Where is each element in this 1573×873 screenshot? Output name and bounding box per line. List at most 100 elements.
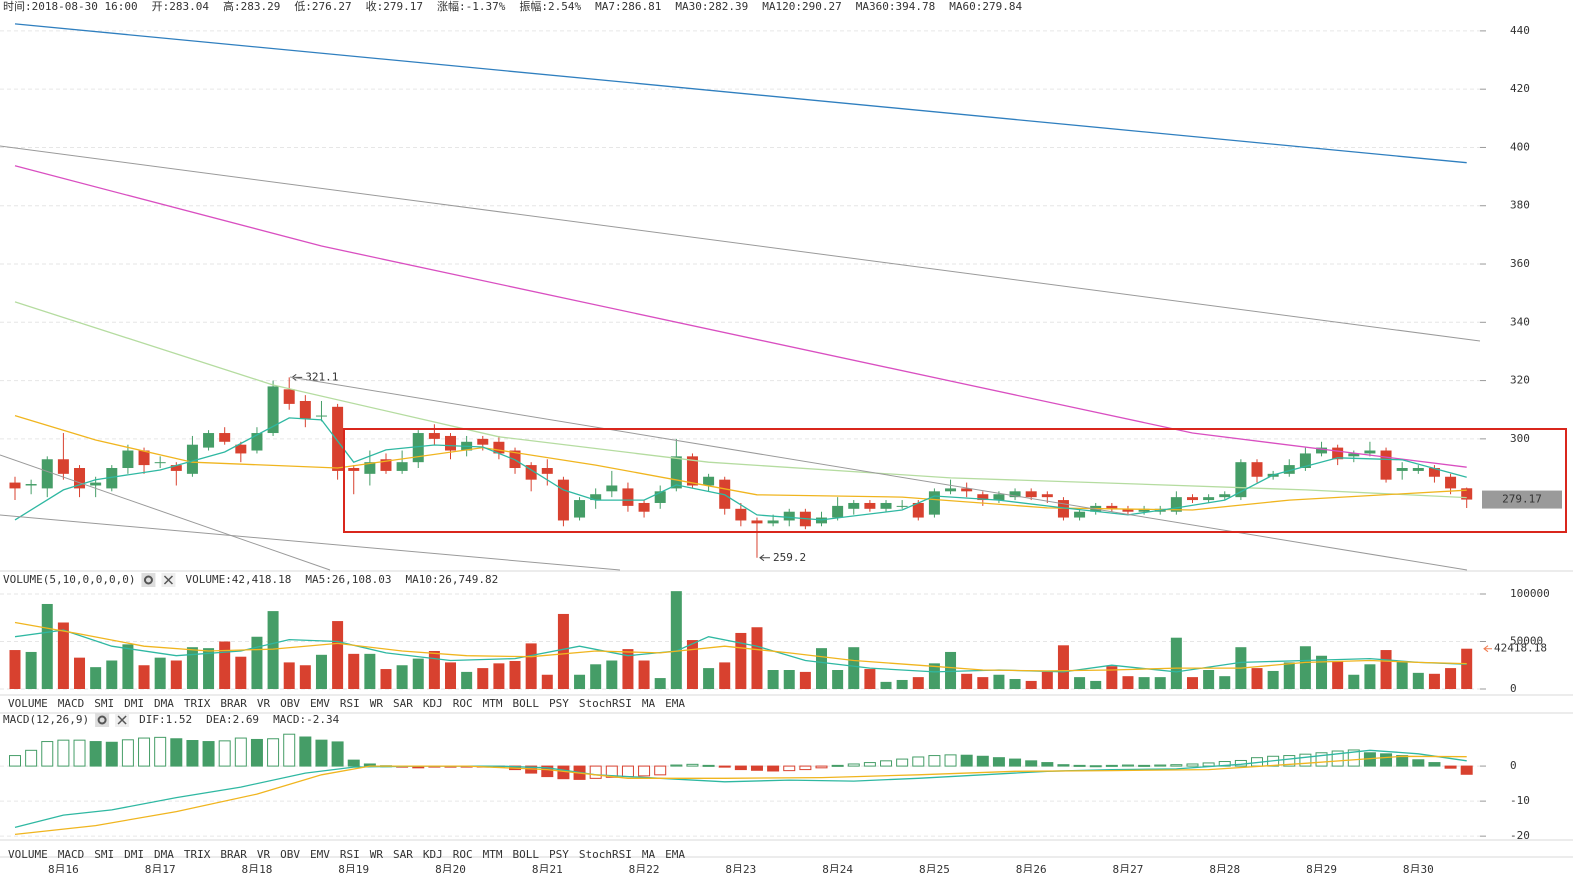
indicator-tab[interactable]: EMA xyxy=(665,848,685,861)
indicator-tab[interactable]: VR xyxy=(257,697,271,710)
indicator-tab[interactable]: VR xyxy=(257,848,271,861)
candle-body xyxy=(1025,491,1037,498)
volume-bar xyxy=(961,673,973,689)
x-tick-label: 8月28 xyxy=(1209,863,1240,873)
volume-bar xyxy=(735,632,747,689)
y-tick-label: 420 xyxy=(1510,82,1530,95)
macd-bar xyxy=(605,765,618,778)
info-value: -1.37% xyxy=(466,0,506,13)
close-icon-x xyxy=(163,575,173,585)
macd-bar xyxy=(589,765,602,779)
macd-bar xyxy=(750,765,763,771)
indicator-tab[interactable]: EMA xyxy=(665,697,685,710)
last-price-box xyxy=(1482,490,1562,509)
volume-bar xyxy=(977,677,989,689)
indicator-tab[interactable]: RSI xyxy=(340,697,360,710)
indicator-tab[interactable]: TRIX xyxy=(184,697,211,710)
indicator-line xyxy=(14,417,1467,521)
indicator-tab[interactable]: PSY xyxy=(549,697,569,710)
candle-body xyxy=(299,400,311,419)
indicator-tab[interactable]: VOLUME xyxy=(8,697,48,710)
candle-body xyxy=(864,502,876,509)
settings-icon[interactable] xyxy=(141,573,156,587)
candle-body xyxy=(1428,468,1440,477)
macd-bar xyxy=(1009,758,1022,767)
indicator-tab[interactable]: MA xyxy=(642,848,656,861)
macd-bar xyxy=(1331,750,1344,767)
x-tick-label: 8月22 xyxy=(629,863,660,873)
volume-bar xyxy=(106,660,118,689)
indicator-tab[interactable]: DMI xyxy=(124,848,144,861)
volume-bar xyxy=(1316,655,1328,689)
candle-body xyxy=(364,462,376,474)
macd-bar xyxy=(1283,755,1296,767)
indicator-tab[interactable]: BOLL xyxy=(513,848,540,861)
indicator-tab[interactable]: ROC xyxy=(453,848,473,861)
volume-bar xyxy=(203,648,215,689)
macd-bar xyxy=(121,739,134,767)
indicator-tab[interactable]: KDJ xyxy=(423,848,443,861)
indicator-tab[interactable]: OBV xyxy=(280,848,300,861)
macd-bar xyxy=(57,739,70,767)
indicator-tab[interactable]: DMA xyxy=(154,848,174,861)
macd-bar xyxy=(960,754,973,767)
indicator-tab[interactable]: SMI xyxy=(94,848,114,861)
candle-body xyxy=(1412,468,1424,471)
volume-bar xyxy=(590,664,602,689)
info-item: 涨幅: xyxy=(437,0,466,13)
candle-body xyxy=(896,505,908,507)
candle-body xyxy=(541,468,553,474)
candle-body xyxy=(848,502,860,509)
indicator-tab[interactable]: TRIX xyxy=(184,848,211,861)
indicator-tab[interactable]: OBV xyxy=(280,697,300,710)
y-tick-label: 100000 xyxy=(1510,587,1550,600)
volume-bar xyxy=(541,674,553,689)
settings-icon[interactable] xyxy=(95,713,110,727)
indicator-tab[interactable]: StochRSI xyxy=(579,848,632,861)
indicator-tab[interactable]: StochRSI xyxy=(579,697,632,710)
volume-bar xyxy=(90,667,102,689)
indicator-line xyxy=(14,301,1467,499)
indicator-tab[interactable]: SAR xyxy=(393,697,413,710)
indicator-tab[interactable]: MACD xyxy=(58,697,85,710)
x-tick-label: 8月24 xyxy=(822,863,853,873)
macd-bar xyxy=(1315,752,1328,767)
macd-bar xyxy=(1412,759,1425,767)
macd-bar xyxy=(1444,765,1457,769)
indicator-tab[interactable]: EMV xyxy=(310,697,330,710)
indicator-tab[interactable]: MA xyxy=(642,697,656,710)
candle-body xyxy=(219,433,231,442)
indicator-tab[interactable]: PSY xyxy=(549,848,569,861)
legend-item: DEA:2.69 xyxy=(206,713,259,726)
indicator-tab[interactable]: ROC xyxy=(453,697,473,710)
indicator-tab[interactable]: BRAR xyxy=(220,697,247,710)
x-tick-label: 8月25 xyxy=(919,863,950,873)
indicator-tab[interactable]: KDJ xyxy=(423,697,443,710)
macd-bar xyxy=(621,765,634,778)
volume-bar xyxy=(1041,671,1053,689)
indicator-tab[interactable]: BRAR xyxy=(220,848,247,861)
indicator-tab[interactable]: DMA xyxy=(154,697,174,710)
indicator-tab[interactable]: SAR xyxy=(393,848,413,861)
indicator-tab[interactable]: BOLL xyxy=(513,697,540,710)
indicator-tab[interactable]: MACD xyxy=(58,848,85,861)
indicator-tab[interactable]: MTM xyxy=(483,848,503,861)
highlight-box xyxy=(343,428,1567,533)
indicator-tab[interactable]: SMI xyxy=(94,697,114,710)
macd-bar xyxy=(1460,765,1473,775)
indicator-tab[interactable]: WR xyxy=(370,697,384,710)
indicator-tab[interactable]: MTM xyxy=(483,697,503,710)
candle-body xyxy=(1461,488,1473,500)
candle-body xyxy=(235,444,247,454)
candle-body xyxy=(332,406,344,471)
candle-body xyxy=(170,465,182,471)
indicator-tab[interactable]: WR xyxy=(370,848,384,861)
macd-bar xyxy=(831,764,844,767)
indicator-tab[interactable]: RSI xyxy=(340,848,360,861)
indicator-tab[interactable]: VOLUME xyxy=(8,848,48,861)
indicator-tab[interactable]: DMI xyxy=(124,697,144,710)
indicator-tab[interactable]: EMV xyxy=(310,848,330,861)
candle-body xyxy=(315,415,327,417)
candle-body xyxy=(445,435,457,451)
volume-bar xyxy=(751,627,763,689)
